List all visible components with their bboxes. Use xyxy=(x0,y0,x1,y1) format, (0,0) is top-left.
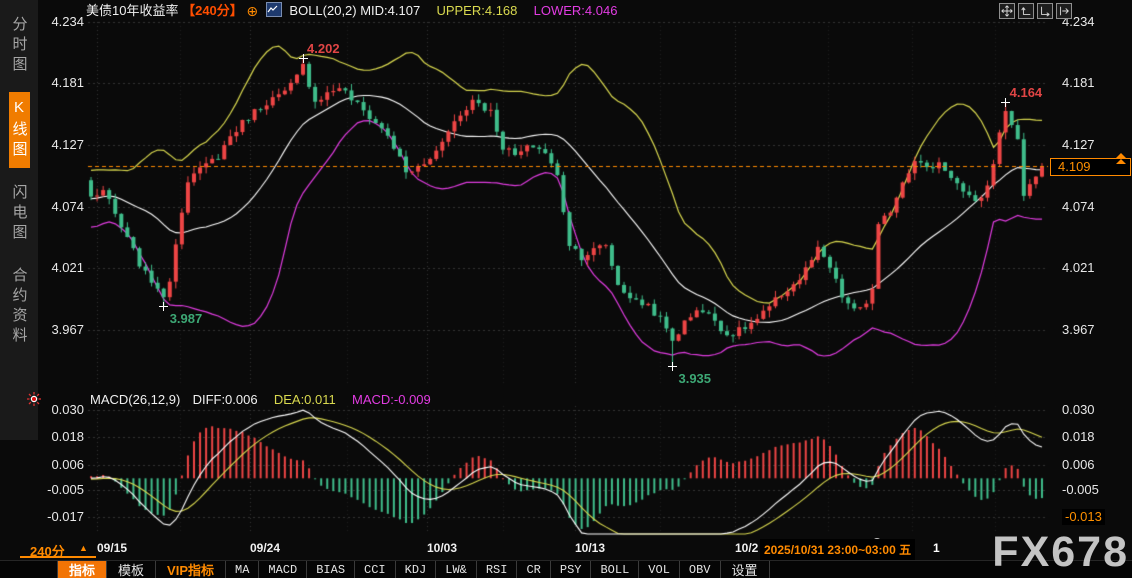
y-axis-scale-icon[interactable] xyxy=(1018,3,1034,19)
macd-header: MACD(26,12,9) DIFF:0.006 DEA:0.011 MACD:… xyxy=(90,392,431,407)
chart-tool-icons xyxy=(999,3,1072,19)
toolbar-item-RSI[interactable]: RSI xyxy=(477,561,518,578)
price-tick-left: 3.967 xyxy=(51,322,84,337)
low-point-marker xyxy=(159,302,169,312)
price-up-arrows-icon xyxy=(1116,152,1126,165)
sidebar-item-kline-chart[interactable]: K线图 xyxy=(8,92,30,168)
toolbar-item-CCI[interactable]: CCI xyxy=(355,561,396,578)
price-tick-right: 4.127 xyxy=(1062,137,1095,153)
price-annotation-3.935: 3.935 xyxy=(678,370,712,386)
date-label-10/03: 10/03 xyxy=(427,541,458,555)
toolbar-item-KDJ[interactable]: KDJ xyxy=(396,561,437,578)
toolbar-item-CR[interactable]: CR xyxy=(517,561,551,578)
price-tick-left: 4.074 xyxy=(51,198,84,214)
macd-diff-value: DIFF:0.006 xyxy=(192,392,258,407)
toolbar-item-设置[interactable]: 设置 xyxy=(721,561,770,578)
sidebar-item-contract-info[interactable]: 合约资料 xyxy=(10,267,28,347)
macd-current-bar-value: -0.013 xyxy=(1062,509,1105,525)
mini-chart-icon[interactable] xyxy=(265,2,282,17)
boll-upper-value: UPPER:4.168 xyxy=(436,3,518,18)
macd-params: MACD(26,12,9) xyxy=(90,392,181,407)
macd-tick-left: -0.017 xyxy=(47,509,84,524)
indicator-settings-burst-icon[interactable] xyxy=(26,391,42,412)
macd-tick-left: 0.018 xyxy=(51,429,84,445)
time-axis-row: 240分 ▲ 2025/10/31 23:00~03:00 五 1 09/15 0… xyxy=(0,538,1132,560)
boll-mid-value: BOLL(20,2) MID:4.107 xyxy=(289,3,421,18)
hovered-bar-datetime: 2025/10/31 23:00~03:00 五 xyxy=(760,539,916,560)
price-annotation-4.164: 4.164 xyxy=(1009,84,1043,100)
macd-tick-left: 0.030 xyxy=(51,402,84,417)
price-tick-left: 4.181 xyxy=(51,75,84,91)
price-tick-right: 4.074 xyxy=(1062,198,1095,214)
date-label-09/15: 09/15 xyxy=(97,541,128,555)
toolbar-item-OBV[interactable]: OBV xyxy=(680,561,721,578)
crosshair-icon[interactable] xyxy=(999,3,1015,19)
toolbar-item-LW&[interactable]: LW& xyxy=(436,561,477,578)
toolbar-item-VOL[interactable]: VOL xyxy=(639,561,680,578)
toolbar-item-MACD[interactable]: MACD xyxy=(259,561,308,578)
toolbar-item-模板[interactable]: 模板 xyxy=(107,561,157,578)
toolbar-item-MA[interactable]: MA xyxy=(226,561,260,578)
price-annotation-4.202: 4.202 xyxy=(307,40,340,56)
price-tick-right: 4.021 xyxy=(1062,259,1095,275)
current-price-box: 4.109 xyxy=(1050,157,1131,176)
macd-tick-right: 0.030 xyxy=(1062,402,1095,417)
brand-watermark: FX678 xyxy=(992,528,1129,576)
date-label-suffix: 1 xyxy=(933,541,940,555)
toolbar-item-PSY[interactable]: PSY xyxy=(551,561,592,578)
date-label-09/24: 09/24 xyxy=(250,541,281,555)
price-annotation-3.987: 3.987 xyxy=(169,310,203,326)
macd-tick-right: -0.005 xyxy=(1062,481,1099,497)
macd-tick-right: 0.018 xyxy=(1062,429,1095,445)
interval-underline xyxy=(20,556,96,558)
sidebar-item-flash-chart[interactable]: 闪电图 xyxy=(10,184,28,244)
toolbar-item-BOLL[interactable]: BOLL xyxy=(591,561,640,578)
interval-tag[interactable]: 【240分】 xyxy=(182,3,243,18)
price-tick-right: 3.967 xyxy=(1062,322,1095,337)
link-circle-plus-icon[interactable]: ⊕ xyxy=(246,3,259,19)
chart-type-sidebar: 分时图 K线图 闪电图 合约资料 xyxy=(0,0,38,440)
macd-dea-value: DEA:0.011 xyxy=(273,392,336,407)
interval-dropdown-arrow-icon[interactable]: ▲ xyxy=(79,543,88,553)
toolbar-item-VIP指标[interactable]: VIP指标 xyxy=(156,561,226,578)
x-axis-scale-icon[interactable] xyxy=(1037,3,1053,19)
high-point-marker xyxy=(1001,98,1011,108)
macd-tick-right: 0.006 xyxy=(1062,456,1095,472)
low-point-marker xyxy=(667,362,677,372)
high-point-marker xyxy=(298,54,308,64)
interval-selector[interactable]: 240分 xyxy=(30,544,65,559)
macd-bar-value: MACD:-0.009 xyxy=(352,392,431,407)
instrument-title: 美债10年收益率 xyxy=(86,3,179,18)
boll-lower-value: LOWER:4.046 xyxy=(533,3,618,18)
toolbar-item-BIAS[interactable]: BIAS xyxy=(307,561,356,578)
price-tick-right: 4.181 xyxy=(1062,75,1095,91)
price-tick-left: 4.021 xyxy=(51,259,84,275)
macd-tick-left: -0.005 xyxy=(47,481,84,497)
indicator-toolbar: 指标 模板 VIP指标 MA MACD BIAS CCI KDJ LW& RSI CR PSY BOLL… xyxy=(0,560,1132,578)
toolbar-item-指标[interactable]: 指标 xyxy=(57,561,108,578)
sidebar-item-time-chart[interactable]: 分时图 xyxy=(10,16,28,76)
macd-tick-left: 0.006 xyxy=(51,456,84,472)
date-label-10/2: 10/2 xyxy=(735,541,759,555)
price-tick-left: 4.234 xyxy=(51,14,84,29)
date-label-10/13: 10/13 xyxy=(575,541,606,555)
chart-header: 美债10年收益率 【240分】 ⊕ BOLL(20,2) MID:4.107 U… xyxy=(86,2,618,19)
price-tick-left: 4.127 xyxy=(51,137,84,153)
shift-right-icon[interactable] xyxy=(1056,3,1072,19)
